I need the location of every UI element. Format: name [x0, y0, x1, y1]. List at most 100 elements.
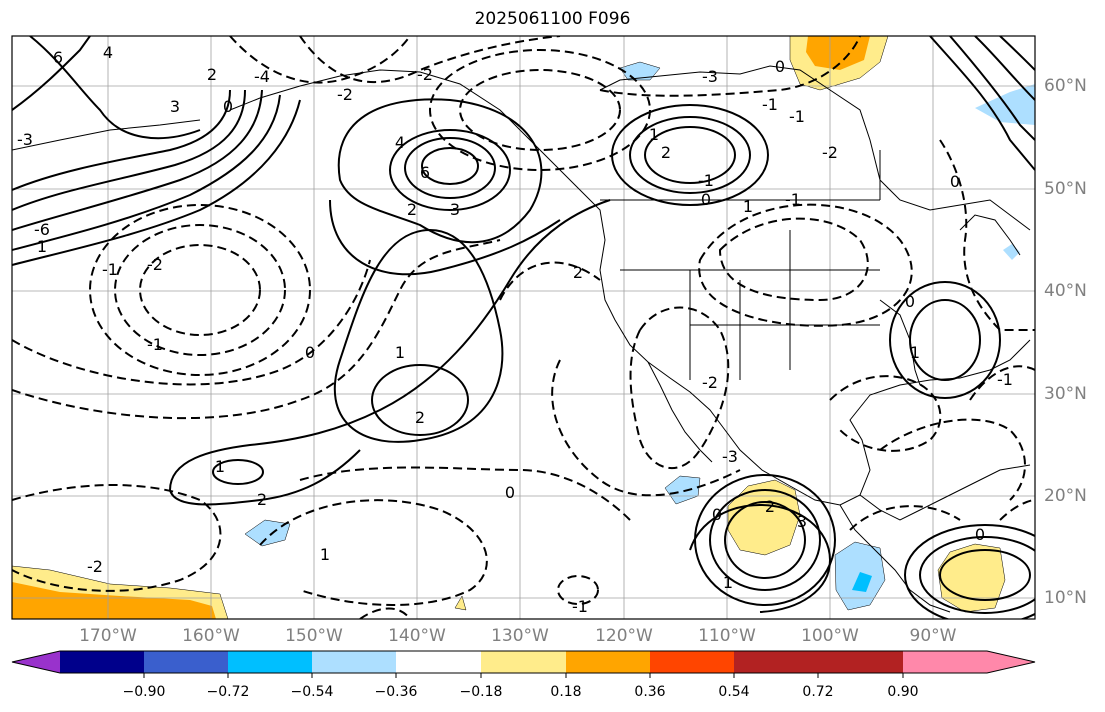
contour-label: 3 [450, 200, 460, 219]
lat-label: 40°N [1044, 281, 1087, 301]
lon-label: 130°W [491, 626, 549, 646]
colorbar-segment [312, 651, 396, 673]
contour-label: -2 [702, 373, 718, 392]
contour-label: 0 [712, 505, 722, 524]
colorbar-tick-label: 0.18 [550, 684, 582, 700]
contour-label: 2 [207, 65, 217, 84]
contour-label: -3 [722, 447, 738, 466]
contour-label: 0 [775, 57, 785, 76]
colorbar-tick-label: −0.90 [122, 684, 166, 700]
shade-orange-north [806, 36, 870, 70]
plot-title: 2025061100 F096 [474, 9, 631, 29]
colorbar-tick-label: −0.54 [290, 684, 334, 700]
contour-label: -2 [822, 143, 838, 162]
shade-yellow-mexico [727, 479, 801, 556]
contour-label: 0 [305, 343, 315, 362]
contour-label: 0 [950, 172, 960, 191]
lat-label: 20°N [1044, 486, 1087, 506]
contour-label: 1 [320, 545, 330, 564]
contour-label: 0 [223, 97, 233, 116]
shade-blue-pacific [244, 519, 291, 547]
lat-label: 10°N [1044, 588, 1087, 608]
contour-label: 1 [649, 125, 659, 144]
colorbar-tick-label: −0.18 [459, 684, 503, 700]
contour-labels: 6 4 3 2 0 -3 -4 -6 1 -1 -2 4 6 2 3 -2 1 … [17, 43, 1013, 616]
colorbar-segment [566, 651, 650, 673]
contour-label: 2 [765, 497, 775, 516]
lon-label: 150°W [285, 626, 343, 646]
contour-label: -2 [147, 255, 163, 274]
contour-label: 1 [395, 343, 405, 362]
contour-label: -1 [147, 335, 163, 354]
contours-negative [12, 36, 1035, 619]
contours-positive [12, 36, 1035, 619]
contour-label: 0 [505, 483, 515, 502]
contour-label: 1 [910, 343, 920, 362]
lon-label: 90°W [909, 626, 957, 646]
contour-label: -3 [17, 130, 33, 149]
contour-label: 0 [975, 525, 985, 544]
contour-label: 2 [415, 408, 425, 427]
shade-yellow-carib [937, 543, 1006, 613]
contour-label: -1 [572, 597, 588, 616]
colorbar-segment [396, 651, 481, 673]
lat-label: 60°N [1044, 76, 1087, 96]
contour-label: 3 [797, 512, 807, 531]
contour-label: 6 [420, 163, 430, 182]
shade-cyan-central [852, 572, 872, 592]
shade-orange-sw [12, 582, 216, 619]
colorbar-segment [60, 651, 144, 673]
colorbar-tick-label: 0.90 [887, 684, 919, 700]
contour-label: 1 [215, 457, 225, 476]
contour-label: -4 [254, 67, 270, 86]
colorbar-segment [481, 651, 566, 673]
contour-label: 4 [395, 133, 405, 152]
shade-yellow-small [454, 595, 467, 611]
contour-label: 2 [257, 490, 267, 509]
colorbar [11, 650, 1036, 678]
contour-label: 1 [723, 573, 733, 592]
map-frame [11, 35, 1036, 620]
colorbar-tick-label: −0.36 [374, 684, 418, 700]
colorbar-tick-label: −0.72 [206, 684, 250, 700]
contour-label: -3 [702, 67, 718, 86]
contour-label: 1 [37, 237, 47, 256]
colorbar-tick-label: 0.72 [802, 684, 834, 700]
contour-label: 1 [743, 197, 753, 216]
colorbar-segment [228, 651, 312, 673]
contour-label: 3 [170, 97, 180, 116]
lon-label: 110°W [698, 626, 756, 646]
colorbar-extend-low [12, 651, 60, 673]
contour-label: -6 [34, 220, 50, 239]
contour-label: 2 [573, 263, 583, 282]
lon-label: 140°W [388, 626, 446, 646]
shaded-regions [12, 36, 1035, 619]
contour-label: 2 [407, 200, 417, 219]
contour-label: 0 [905, 292, 915, 311]
contour-label: -2 [87, 557, 103, 576]
contour-label: 4 [103, 43, 113, 62]
contour-label: -1 [997, 370, 1013, 389]
contour-label: -1 [785, 190, 801, 209]
contour-label: -2 [337, 85, 353, 104]
contour-label: -1 [698, 171, 714, 190]
lon-label: 160°W [182, 626, 240, 646]
colorbar-segment [650, 651, 734, 673]
colorbar-tick-label: 0.36 [634, 684, 666, 700]
colorbar-extend-high [903, 651, 1035, 673]
contour-label: 0 [701, 190, 711, 209]
contour-label: 6 [53, 48, 63, 67]
lon-label: 120°W [595, 626, 653, 646]
lat-label: 50°N [1044, 179, 1087, 199]
contour-label: -1 [102, 260, 118, 279]
colorbar-tick-label: 0.54 [718, 684, 750, 700]
contour-label: -1 [762, 95, 778, 114]
shade-blue-alaska [619, 61, 661, 81]
lat-label: 30°N [1044, 384, 1087, 404]
colorbar-segment [734, 651, 818, 673]
lon-label: 170°W [79, 626, 137, 646]
contour-label: -1 [789, 107, 805, 126]
colorbar-segment [144, 651, 228, 673]
lon-label: 100°W [801, 626, 859, 646]
